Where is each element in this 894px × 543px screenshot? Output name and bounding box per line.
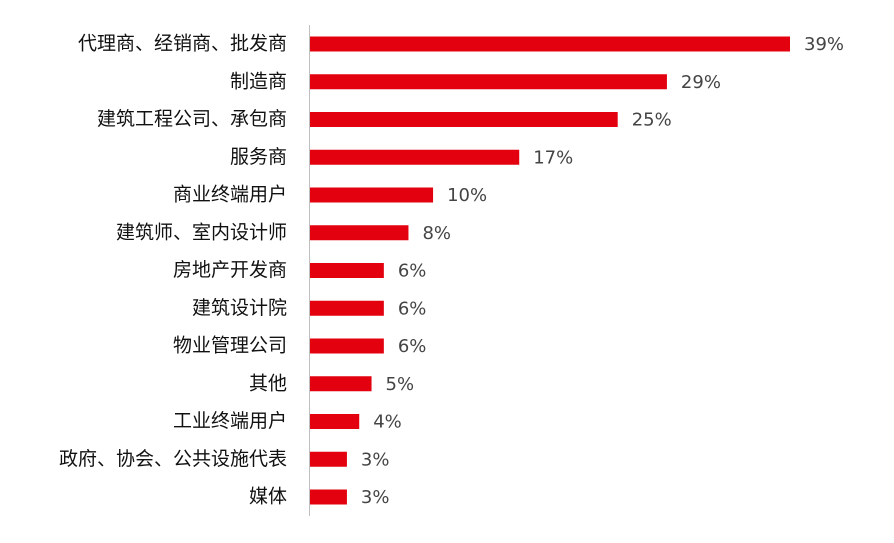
category-label: 工业终端用户 — [173, 410, 287, 432]
bar — [310, 36, 790, 52]
bar — [310, 112, 618, 127]
value-label: 39% — [804, 34, 844, 55]
category-label: 建筑师、室内设计师 — [116, 221, 287, 243]
category-label: 建筑工程公司、承包商 — [97, 108, 287, 130]
value-label: 25% — [632, 110, 672, 131]
category-label: 制造商 — [230, 70, 287, 92]
value-label: 6% — [398, 336, 427, 357]
bar — [310, 149, 520, 165]
value-label: 5% — [386, 374, 415, 395]
bar — [310, 225, 409, 241]
value-label: 3% — [361, 449, 390, 470]
bar — [310, 74, 667, 90]
category-label: 商业终端用户 — [173, 184, 287, 206]
category-label: 其他 — [249, 372, 287, 394]
bar — [310, 338, 384, 354]
category-label: 媒体 — [249, 486, 287, 508]
category-label: 代理商、经销商、批发商 — [78, 33, 287, 55]
category-label: 房地产开发商 — [173, 259, 287, 281]
bar — [310, 300, 384, 316]
value-label: 6% — [398, 298, 427, 319]
value-label: 29% — [681, 72, 721, 93]
bar — [310, 414, 360, 429]
category-label: 物业管理公司 — [173, 335, 287, 357]
bar — [310, 263, 384, 278]
category-label: 政府、协会、公共设施代表 — [59, 448, 287, 470]
value-label: 3% — [361, 487, 390, 508]
value-label: 17% — [533, 147, 573, 168]
bar — [310, 187, 434, 203]
value-label: 8% — [422, 223, 451, 244]
bar — [310, 376, 372, 392]
value-label: 10% — [447, 185, 487, 206]
bar — [310, 489, 347, 505]
category-label: 服务商 — [230, 146, 287, 168]
bar — [310, 451, 347, 467]
value-label: 4% — [373, 412, 402, 433]
value-label: 6% — [398, 261, 427, 282]
category-label: 建筑设计院 — [192, 297, 287, 319]
